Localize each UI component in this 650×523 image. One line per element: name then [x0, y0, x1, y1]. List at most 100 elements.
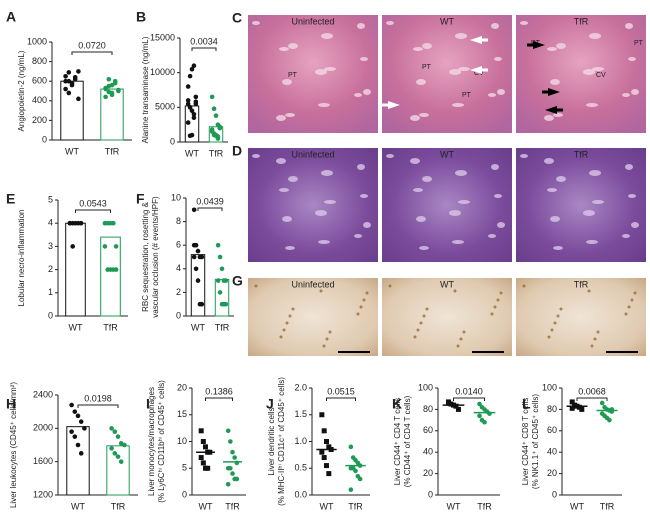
tissue-feature	[630, 298, 634, 302]
data-point	[191, 115, 197, 121]
data-point	[326, 444, 332, 450]
x-tick-label: TfR	[209, 148, 224, 158]
y-tick-label: 60	[547, 425, 557, 435]
y-tick-label: 2.0	[294, 382, 307, 392]
tissue-feature	[547, 47, 557, 51]
data-point	[217, 290, 223, 295]
data-point	[187, 73, 193, 79]
y-axis-label: Liver CD44⁺ CD8 T cells	[521, 398, 530, 486]
y-tick-label: 15000	[150, 32, 175, 42]
data-point	[185, 120, 191, 125]
data-point	[118, 459, 124, 464]
panel-letter: I	[146, 396, 150, 412]
y-tick-label: 4	[48, 218, 53, 228]
y-tick-label: 15	[177, 409, 187, 419]
tissue-feature	[556, 176, 566, 182]
data-point	[191, 111, 197, 117]
y-axis-label: RBC sequestration, rosetting &	[141, 201, 150, 311]
comparison-bracket	[326, 397, 356, 401]
tissue-feature	[328, 330, 332, 334]
data-point	[185, 101, 191, 107]
y-tick-label: 5	[48, 194, 53, 204]
x-tick-label: WT	[71, 501, 85, 511]
micrograph-title: Uninfected	[291, 149, 334, 159]
data-point	[185, 98, 191, 103]
data-point	[76, 96, 81, 102]
y-axis-label: Liver monocytes/macrophages	[147, 387, 156, 496]
y-axis-label: Angiopoietin-2 (ng/mL)	[17, 50, 26, 131]
data-point	[63, 86, 68, 92]
data-point	[209, 94, 215, 100]
y-tick-label: 400	[32, 95, 47, 105]
tissue-feature	[593, 337, 597, 341]
y-tick-label: 1.0	[294, 436, 307, 446]
tissue-feature	[522, 284, 526, 288]
panel-letter: E	[6, 191, 15, 207]
x-tick-label: WT	[185, 148, 199, 158]
y-tick-label: 10	[177, 436, 187, 446]
data-point	[228, 465, 233, 471]
tissue-feature	[592, 200, 604, 204]
tissue-feature	[497, 222, 505, 228]
data-point	[230, 471, 235, 476]
tissue-feature	[497, 89, 505, 95]
data-point	[228, 439, 233, 444]
tissue-feature	[547, 335, 551, 339]
tissue-feature	[553, 113, 563, 117]
tissue-feature	[315, 210, 327, 216]
data-point	[213, 113, 219, 118]
data-point	[189, 132, 195, 138]
tissue-feature	[324, 200, 336, 204]
tissue-feature	[491, 164, 499, 170]
data-point	[232, 455, 237, 460]
y-tick-label: 6	[176, 240, 181, 250]
p-value: 0.0543	[79, 198, 107, 208]
data-point	[75, 413, 81, 419]
y-tick-label: 5000	[155, 102, 175, 112]
tissue-feature	[321, 33, 333, 39]
y-tick-label: 1.5	[294, 409, 307, 419]
tissue-feature	[559, 307, 563, 311]
arrow	[542, 88, 560, 96]
tissue-feature	[624, 312, 628, 316]
tissue-feature	[550, 328, 554, 332]
data-point	[599, 400, 605, 406]
data-point	[223, 278, 229, 283]
tissue-feature	[627, 305, 631, 309]
tissue-feature	[625, 23, 633, 29]
tissue-feature	[459, 337, 463, 341]
p-value: 0.1386	[205, 386, 233, 396]
p-value: 0.0140	[455, 386, 483, 396]
data-point	[324, 463, 329, 469]
data-point	[72, 434, 78, 439]
tissue-feature	[416, 328, 420, 332]
arrow	[470, 66, 488, 74]
y-axis-label: (% CD44⁺ of CD4 T cells)	[403, 395, 412, 487]
tissue-feature	[360, 194, 368, 198]
tissue-feature	[596, 330, 600, 334]
data-point	[189, 108, 195, 114]
tissue-feature	[422, 176, 432, 182]
tissue-feature	[288, 43, 298, 49]
micrograph-title: TfR	[574, 279, 589, 289]
tissue-feature	[282, 79, 292, 85]
x-tick-label: WT	[191, 322, 205, 332]
data-point	[579, 406, 585, 412]
data-point	[78, 220, 84, 226]
tissue-feature	[279, 335, 283, 339]
x-tick-label: WT	[570, 501, 584, 511]
y-tick-label: 600	[32, 76, 47, 86]
tissue-feature	[282, 328, 286, 332]
y-tick-label: 0	[428, 489, 433, 499]
data-point	[67, 220, 73, 226]
y-tick-label: 0	[182, 489, 187, 499]
micrograph-title: WT	[440, 16, 454, 26]
tissue-feature	[319, 289, 323, 293]
y-tick-label: 20	[177, 382, 187, 392]
comparison-bracket	[77, 404, 119, 408]
tissue-feature	[315, 69, 327, 75]
tissue-feature	[325, 337, 329, 341]
y-tick-label: 200	[32, 115, 47, 125]
